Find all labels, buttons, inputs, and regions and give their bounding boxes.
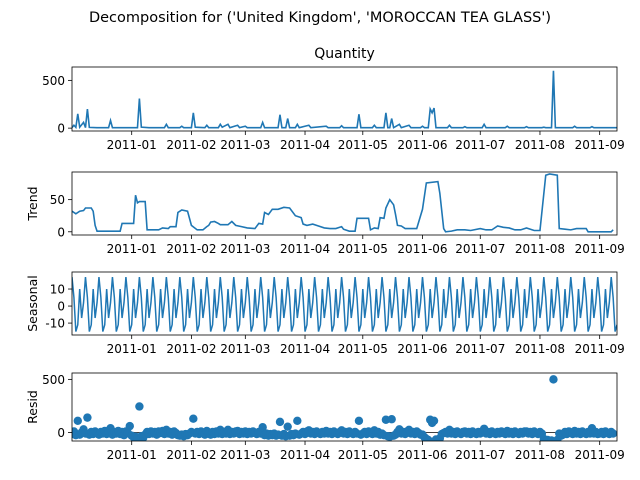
axes-frame [71,171,618,236]
resid-point [135,402,144,411]
axes-frame [71,66,618,132]
panel-trend: 0 50 2011-01 2011-02 2011-03 2011-04 2011-05 20… [25,171,625,256]
x-tick-label: 2011-02 [166,342,216,356]
resid-point [354,416,364,426]
figure-suptitle: Decomposition for ('United Kingdom', 'MO… [89,10,551,26]
resid-point [283,422,292,431]
resid-point [258,422,267,432]
series-line [72,70,617,130]
x-tick-label: 2011-09 [575,342,625,356]
x-tick-label: 2011-07 [455,342,505,356]
x-tick-label: 2011-06 [397,342,447,356]
x-tick-label: 2011-02 [166,242,216,256]
resid-point [387,415,396,424]
y-tick-label: 10 [50,283,65,297]
x-tick-label: 2011-04 [280,138,330,152]
panel-seasonal: -10 0 10 2011-01 2011-02 2011-03 2011-04 2011-0… [25,271,625,356]
x-tick-label: 2011-04 [280,342,330,356]
x-tick-label: 2011-01 [107,342,157,356]
resid-point [549,375,558,384]
panel-resid: 0 500 2011-01 2011-02 2011-03 2011-04 2011-05 2… [25,372,625,462]
x-tick-label: 2011-02 [166,448,216,462]
panel-quantity: 0 500 2011-01 2011-02 2011-03 2011-04 2011-05 2… [42,46,625,152]
resid-point [189,414,198,423]
x-tick-label: 2011-01 [107,242,157,256]
x-tick-label: 2011-04 [280,448,330,462]
y-axis-label: Trend [25,186,40,221]
x-tick-label: 2011-08 [515,342,565,356]
resid-point [125,421,134,431]
axes-frame [71,372,618,442]
x-tick-label: 2011-07 [455,242,505,256]
x-tick-label: 2011-08 [515,448,565,462]
resid-point [73,416,82,426]
x-tick-label: 2011-03 [220,138,270,152]
x-tick-label: 2011-03 [220,448,270,462]
x-tick-label: 2011-08 [515,138,565,152]
panel-title: Quantity [314,46,375,62]
x-tick-label: 2011-05 [338,138,388,152]
resid-point [429,416,439,426]
resid-point [293,416,302,426]
x-tick-label: 2011-01 [107,448,157,462]
x-tick-label: 2011-05 [338,242,388,256]
resid-point [608,429,617,438]
y-tick-label: 500 [42,373,65,387]
series-line [72,173,614,233]
y-tick-label: -10 [45,317,65,331]
y-tick-label: 0 [57,225,65,239]
x-tick-label: 2011-09 [575,242,625,256]
x-tick-label: 2011-06 [397,138,447,152]
x-tick-label: 2011-05 [338,342,388,356]
x-tick-label: 2011-09 [575,448,625,462]
y-tick-label: 0 [57,426,65,440]
x-tick-label: 2011-08 [515,242,565,256]
x-tick-label: 2011-07 [455,138,505,152]
x-tick-label: 2011-06 [397,448,447,462]
x-tick-label: 2011-07 [455,448,505,462]
y-axis-label: Resid [25,390,40,424]
x-tick-label: 2011-01 [107,138,157,152]
resid-point [424,435,433,441]
y-axis-label: Seasonal [25,275,40,332]
seasonal-line [72,277,617,332]
x-tick-label: 2011-06 [397,242,447,256]
y-tick-label: 500 [42,74,65,88]
x-tick-label: 2011-03 [220,242,270,256]
y-tick-label: 0 [57,300,65,314]
x-tick-label: 2011-02 [166,138,216,152]
resid-point [83,413,92,422]
resid-point [275,417,285,427]
y-tick-label: 50 [50,193,65,207]
axes-frame [71,271,618,336]
y-tick-label: 0 [57,122,65,136]
x-tick-label: 2011-09 [575,138,625,152]
x-tick-label: 2011-05 [338,448,388,462]
x-tick-label: 2011-04 [280,242,330,256]
x-tick-label: 2011-03 [220,342,270,356]
